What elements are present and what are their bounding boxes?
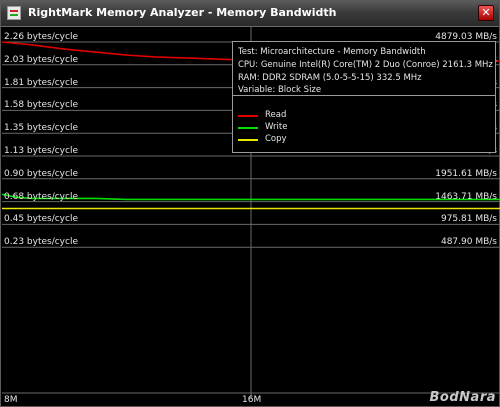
legend-label-write: Write (265, 122, 288, 132)
bandwidth-chart: 2.26 bytes/cycle 4879.03 MB/s 2.03 bytes/c… (2, 27, 500, 407)
y-tick-label-right: 975.81 MB/s (440, 214, 497, 225)
watermark-logo: BodNara (429, 390, 496, 405)
y-tick-label-left: 1.13 bytes/cycle (4, 146, 78, 156)
series-line-write (2, 193, 500, 201)
y-tick-label-left: 0.68 bytes/cycle (4, 191, 78, 202)
y-tick-label-left: 0.23 bytes/cycle (4, 237, 78, 248)
app-icon (7, 6, 21, 20)
close-button[interactable]: ✕ (478, 5, 494, 21)
x-tick-label: 8M (4, 395, 18, 405)
y-tick-label-left: 1.81 bytes/cycle (4, 77, 78, 88)
y-tick-label-left: 0.45 bytes/cycle (4, 214, 78, 225)
legend-label-read: Read (265, 110, 287, 120)
legend-swatch-copy (238, 139, 258, 141)
y-tick-label-right: 4879.03 MB/s (435, 32, 497, 42)
info-test: Test: Microarchitecture - Memory Bandwid… (238, 47, 426, 57)
window-title: RightMark Memory Analyzer - Memory Bandw… (28, 6, 337, 19)
y-tick-label-right: 1463.71 MB/s (435, 191, 497, 202)
y-tick-label-left: 1.35 bytes/cycle (4, 123, 78, 134)
legend-swatch-write (238, 127, 258, 129)
info-variable: Variable: Block Size (238, 85, 322, 95)
legend-label-copy: Copy (265, 134, 287, 144)
y-tick-label-left: 0.90 bytes/cycle (4, 168, 78, 179)
legend-swatch-read (238, 115, 258, 117)
legend-divider (233, 95, 495, 96)
info-legend-box: Test: Microarchitecture - Memory Bandwid… (232, 41, 496, 153)
y-tick-label-right: 487.90 MB/s (440, 237, 497, 248)
y-tick-label-left: 1.58 bytes/cycle (4, 100, 78, 111)
info-cpu: CPU: Genuine Intel(R) Core(TM) 2 Duo (Co… (238, 60, 493, 70)
info-ram: RAM: DDR2 SDRAM (5.0-5-5-15) 332.5 MHz (238, 73, 422, 83)
y-tick-label-left: 2.26 bytes/cycle (4, 32, 78, 42)
y-tick-label-left: 2.03 bytes/cycle (4, 54, 78, 65)
x-tick-label: 16M (242, 395, 262, 405)
y-tick-label-right: 1951.61 MB/s (435, 168, 497, 179)
title-bar[interactable]: RightMark Memory Analyzer - Memory Bandw… (1, 1, 499, 27)
